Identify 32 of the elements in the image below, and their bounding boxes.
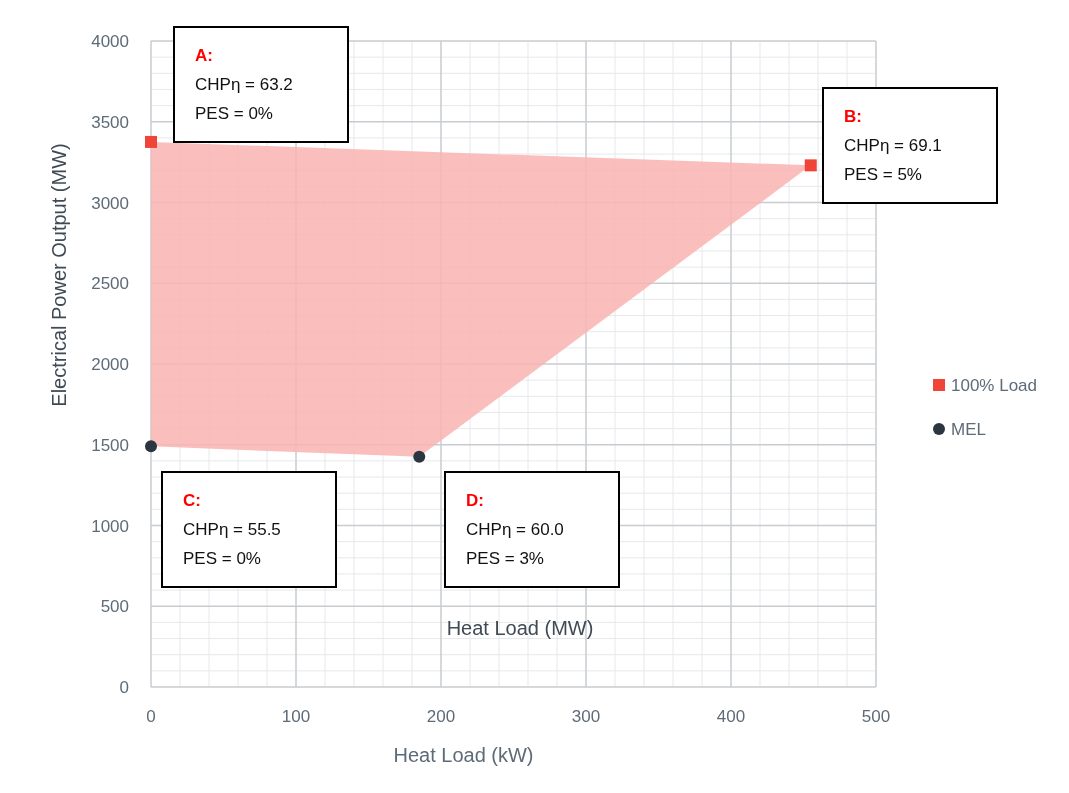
y-tick-label: 0 [119,678,129,697]
x-tick-label: 100 [281,707,311,726]
point [413,450,426,463]
y-tick-label: 4000 [91,32,129,51]
y-tick-label: 500 [100,597,129,617]
annotation: B: CHPη = 69.1 PES = 5% [844,107,942,184]
x-tick-label: 0 [146,707,156,726]
y-tick-label: 2000 [91,355,129,374]
annotation: Heat Load (MW) [446,617,594,639]
annotation: C: CHPη = 55.5 PES = 0% [183,491,281,568]
y-tick-label: 1000 [91,516,129,536]
y-axis-title: Electrical Power Output (MW) [48,143,70,407]
y-tick-label: 3500 [91,112,129,132]
note-box: B: CHPη = 69.1 PES = 5% [822,87,998,204]
x-tick-label: 300 [571,707,601,726]
note-box: C: CHPη = 55.5 PES = 0% [161,471,337,588]
legend-label: 100% Load [951,376,1038,395]
note-box: D: CHPη = 60.0 PES = 3% [444,471,620,588]
point [145,440,157,453]
x-tick-label: 500 [861,707,891,726]
annotation: A: CHPη = 63.2 PES = 0% [195,46,293,123]
note-box: A: CHPη = 63.2 PES = 0% [173,26,349,143]
x-axis-title: Heat Load (kW) [393,744,534,766]
annotation: D: CHPη = 60.0 PES = 3% [466,491,564,568]
x-tick-label: 200 [426,707,456,726]
point [145,135,157,148]
legend-label: MEL [951,420,986,439]
point [804,159,817,172]
y-tick-label: 1500 [91,435,129,455]
y-tick-label: 3000 [91,193,129,213]
x-tick-label: 400 [716,707,746,726]
y-tick-label: 2500 [91,274,129,294]
